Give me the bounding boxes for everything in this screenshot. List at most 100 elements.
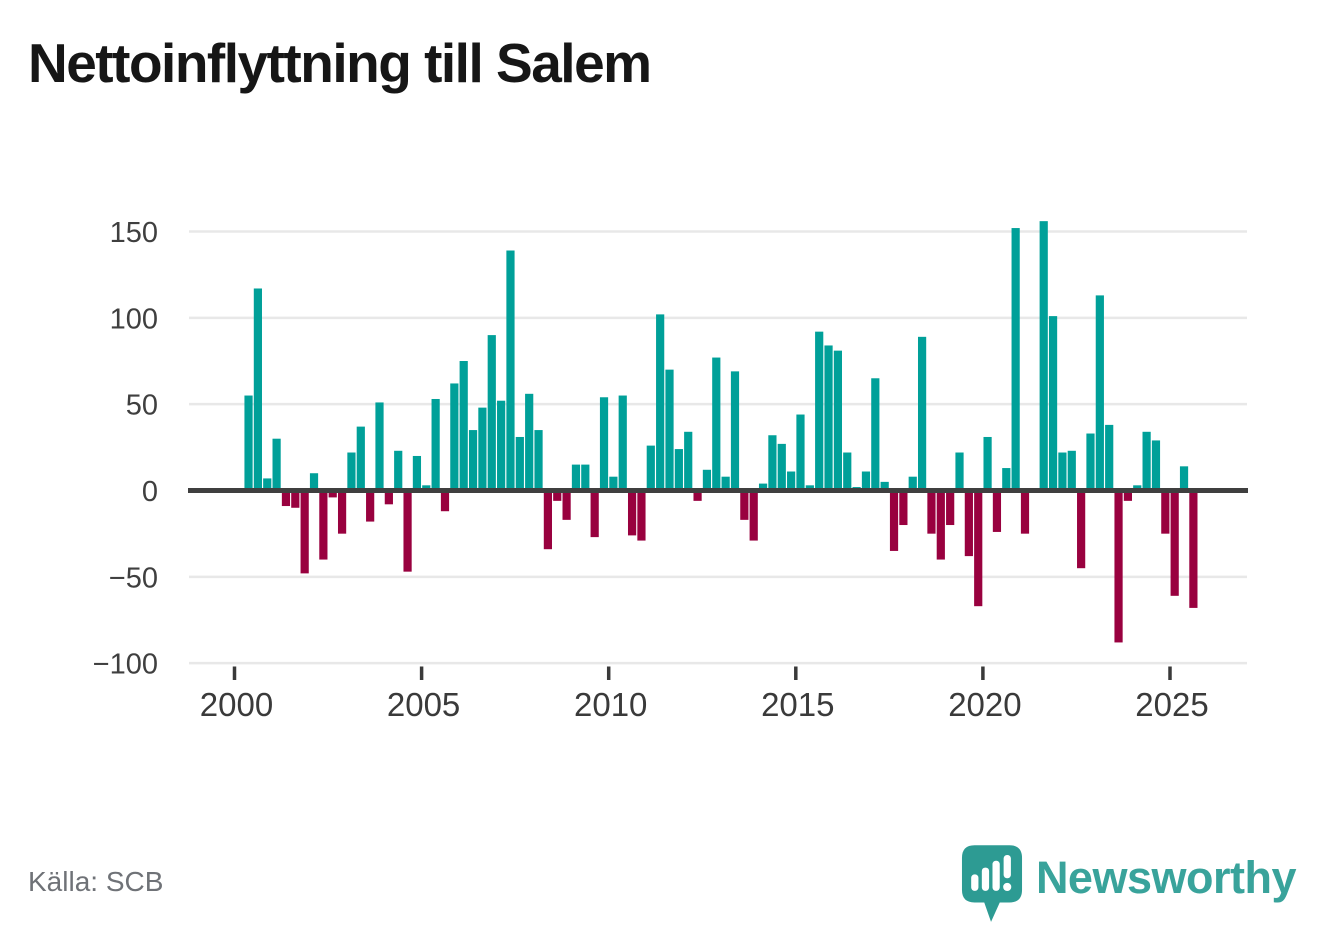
bar-2010-Q4 [637,490,646,541]
bar-2020-Q3 [1002,468,1011,491]
bar-2012-Q2 [693,490,702,501]
bar-2019-Q2 [955,452,964,491]
bar-2007-Q3 [515,436,524,491]
bar-2010-Q1 [609,476,618,491]
bar-2016-Q4 [861,471,871,491]
bar-2009-Q4 [599,397,609,491]
bar-2009-Q3 [590,490,599,538]
bar-2002-Q2 [319,490,328,560]
bar-2003-Q1 [347,452,356,491]
bar-2014-Q3 [777,443,786,491]
bar-2023-Q1 [1095,295,1104,491]
bar-2019-Q3 [964,490,973,557]
bar-2017-Q3 [889,490,899,551]
bar-2001-Q1 [272,438,281,491]
bar-2005-Q4 [450,383,459,491]
bar-2012-Q4 [712,357,721,491]
bar-2022-Q1 [1058,452,1067,491]
bar-2016-Q1 [833,350,842,491]
bar-2022-Q2 [1067,450,1076,491]
bar-2018-Q2 [917,336,927,491]
x-axis-tick-label: 2025 [1135,686,1208,723]
bar-2021-Q4 [1048,316,1058,491]
bar-2003-Q3 [366,490,375,522]
bar-2025-Q3 [1189,490,1198,608]
bar-2020-Q2 [992,490,1002,532]
bar-2018-Q4 [936,490,945,560]
bar-2005-Q1 [422,485,431,491]
bar-2011-Q4 [674,449,683,491]
bar-2007-Q2 [506,250,515,491]
bar-2025-Q2 [1179,466,1189,491]
bar-2010-Q3 [627,490,637,536]
bar-2013-Q4 [749,490,758,541]
bar-2013-Q3 [740,490,749,520]
bar-2017-Q4 [899,490,908,526]
bar-2005-Q2 [431,398,440,491]
bar-2015-Q2 [805,485,814,491]
bar-2015-Q1 [796,414,805,491]
bar-2020-Q4 [1011,228,1020,491]
bar-2008-Q1 [534,430,543,491]
bar-2003-Q2 [356,426,365,491]
bar-2015-Q4 [824,345,833,491]
bar-2008-Q4 [562,490,571,520]
bar-2012-Q1 [684,431,693,491]
bar-2023-Q3 [1114,490,1123,643]
bar-2014-Q4 [787,471,796,491]
x-axis-tick-label: 2020 [948,686,1021,723]
bar-2013-Q2 [730,371,740,491]
bar-2015-Q3 [815,331,824,491]
y-axis-tick-label: −100 [93,649,158,681]
bar-2012-Q3 [702,469,712,491]
bar-2017-Q1 [871,378,880,491]
bar-2014-Q1 [758,483,768,491]
bar-2002-Q1 [309,473,319,491]
bar-2010-Q2 [618,395,627,491]
bar-2001-Q2 [281,490,291,507]
bar-2025-Q1 [1170,490,1179,596]
bar-2007-Q1 [497,400,506,491]
newsworthy-logo-text: Newsworthy [1035,852,1297,903]
bar-2024-Q1 [1133,485,1142,491]
y-axis-tick-label: 150 [110,217,158,249]
y-axis-tick-label: −50 [109,562,158,594]
bar-2008-Q3 [553,490,562,501]
x-axis-tick-label: 2005 [387,686,460,723]
bar-2024-Q2 [1142,431,1151,491]
bar-2008-Q2 [543,490,552,550]
bar-2021-Q1 [1020,490,1030,534]
bar-2007-Q4 [525,393,534,491]
source-label: Källa: SCB [28,866,164,897]
bar-2000-Q3 [253,288,262,491]
x-axis-tick-label: 2000 [200,686,273,723]
y-axis-tick-label: 0 [142,476,158,508]
bar-2024-Q4 [1161,490,1170,534]
bar-2006-Q1 [459,361,468,491]
bar-2000-Q2 [244,395,253,491]
bar-2003-Q4 [375,402,384,491]
bar-2006-Q3 [478,407,487,491]
newsworthy-logo-icon [961,845,1022,922]
bar-2001-Q4 [300,490,309,574]
bar-2024-Q3 [1151,440,1161,491]
bar-2011-Q2 [656,314,665,491]
bar-2022-Q4 [1086,433,1095,491]
bar-2009-Q1 [571,464,581,491]
bar-2021-Q3 [1039,221,1048,491]
bar-2014-Q2 [768,435,777,491]
bar-2004-Q3 [403,490,412,572]
bar-2019-Q4 [974,490,983,607]
bar-2006-Q2 [468,430,478,491]
bar-2022-Q3 [1077,490,1086,569]
bar-2002-Q3 [328,490,337,498]
bar-2009-Q2 [581,464,590,491]
bar-2002-Q4 [337,490,347,534]
bar-2005-Q3 [440,490,450,512]
bar-2011-Q1 [646,445,655,491]
bar-2016-Q2 [843,452,852,491]
bar-2020-Q1 [983,436,992,491]
bar-2019-Q1 [946,490,955,526]
